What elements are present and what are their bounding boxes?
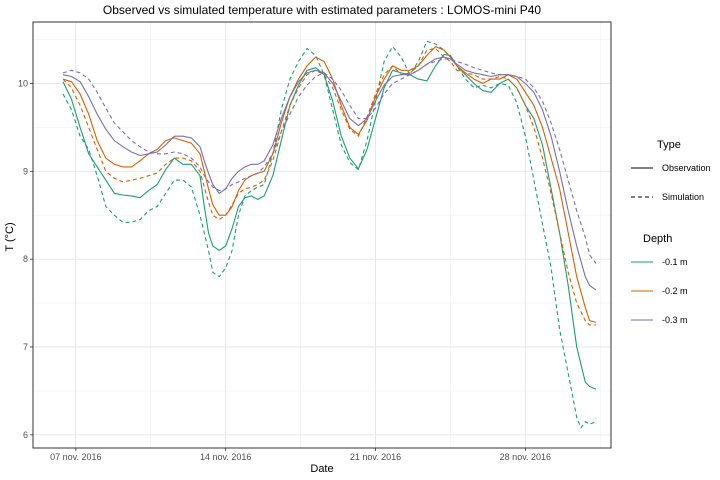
legend-type-title: Type <box>657 139 681 151</box>
legend-type-entries: Observation Simulation <box>631 163 711 202</box>
y-axis-ticks: 6 7 8 9 10 <box>18 78 33 440</box>
y-tick-label: 6 <box>23 430 28 440</box>
series-line-simulation-03 <box>62 58 597 264</box>
plot-grid <box>33 22 611 448</box>
series-line-observation-02 <box>62 46 597 323</box>
x-axis-title: Date <box>310 463 333 475</box>
legend-label-depth: -0.3 m <box>662 315 688 325</box>
legend-label-observation: Observation <box>662 163 711 173</box>
y-tick-label: 10 <box>18 78 28 88</box>
legend-label-depth: -0.2 m <box>662 286 688 296</box>
chart-title: Observed vs simulated temperature with e… <box>103 3 541 17</box>
y-tick-label: 9 <box>23 166 28 176</box>
x-tick-label: 21 nov. 2016 <box>350 452 401 462</box>
y-tick-label: 7 <box>23 342 28 352</box>
plot-border <box>32 21 612 449</box>
series-line-simulation-02 <box>62 47 596 326</box>
legend-depth-title: Depth <box>643 233 672 245</box>
y-tick-label: 8 <box>23 254 28 264</box>
plot-series <box>62 40 597 429</box>
series-line-simulation-01 <box>62 40 597 429</box>
x-axis-ticks: 07 nov. 2016 14 nov. 2016 21 nov. 2016 28 n… <box>50 448 551 462</box>
x-tick-label: 14 nov. 2016 <box>200 452 251 462</box>
y-axis-title: T (°C) <box>4 222 16 251</box>
legend-label-depth: -0.1 m <box>662 257 688 267</box>
x-tick-label: 07 nov. 2016 <box>50 452 101 462</box>
x-tick-label: 28 nov. 2016 <box>500 452 551 462</box>
legend-depth-entries: -0.1 m -0.2 m -0.3 m <box>631 257 688 325</box>
legend-label-simulation: Simulation <box>662 192 704 202</box>
plot-background <box>33 22 611 448</box>
